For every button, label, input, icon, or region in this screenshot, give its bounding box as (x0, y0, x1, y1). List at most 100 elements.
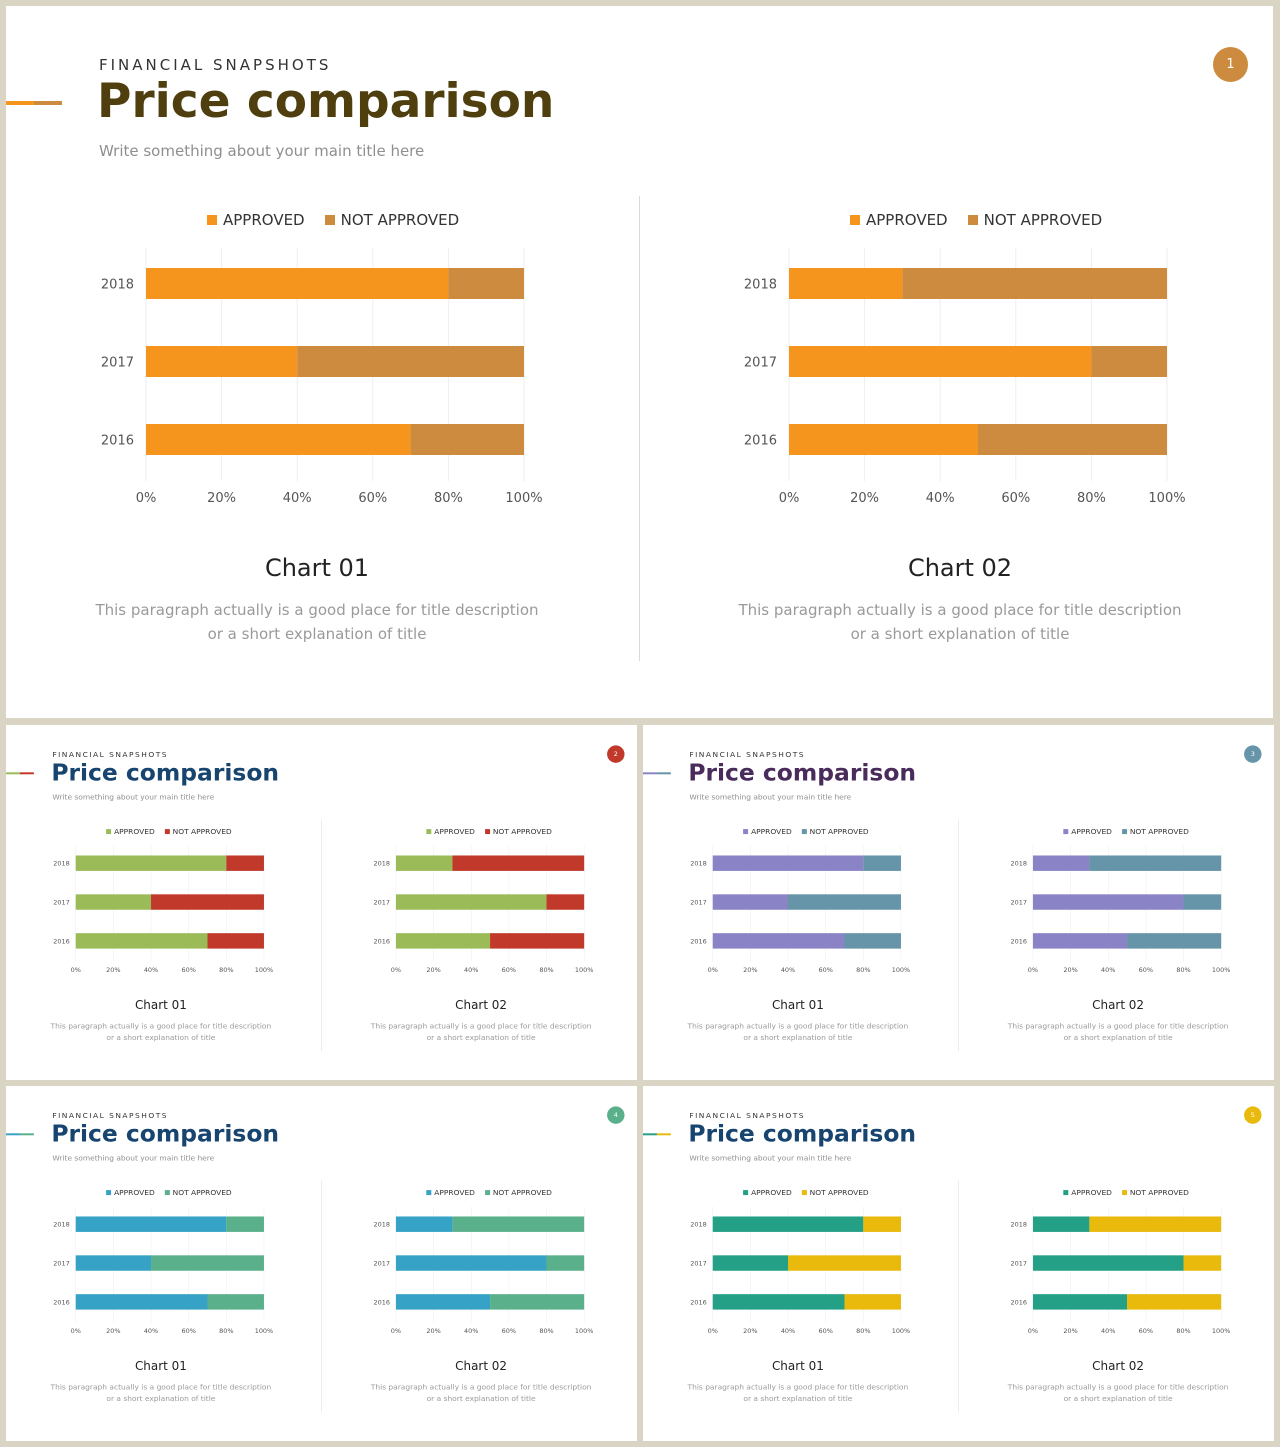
bar-not-approved (978, 424, 1167, 455)
chart-02-caption: Chart 02 (455, 997, 508, 1012)
x-tick-label: 20% (1063, 1327, 1077, 1335)
bar-not-approved (1089, 855, 1222, 871)
legend-item-not-approved: NOT APPROVED (164, 827, 232, 837)
bar-not-approved (902, 268, 1167, 299)
bar-approved (395, 1255, 547, 1271)
legend-swatch-not-approved (1121, 1190, 1127, 1196)
bar-approved (395, 894, 547, 910)
legend-swatch-approved (743, 829, 749, 835)
chart-01-plot: 0% 20% 40% 60% 80% 100% 2018 2017 2016 (690, 1206, 911, 1335)
chart-02-caption: Chart 02 (907, 554, 1013, 582)
legend-label-approved: APPROVED (434, 1188, 475, 1198)
x-tick-label: 80% (219, 966, 233, 974)
x-tick-label: 60% (1139, 1327, 1153, 1335)
chart-01-caption: Chart 01 (771, 1358, 824, 1373)
legend-swatch-approved (743, 1190, 749, 1196)
legend-item-not-approved: NOT APPROVED (164, 1188, 232, 1197)
legend-item-approved: APPROVED (1063, 1188, 1112, 1197)
bar-not-approved (1091, 346, 1167, 377)
x-tick-label: 100% (892, 1327, 911, 1335)
page-number-badge: 4 (607, 1106, 625, 1124)
x-tick-label: 60% (502, 966, 516, 974)
x-tick-label: 0% (708, 966, 718, 974)
y-tick-label: 2018 (1010, 860, 1026, 868)
x-tick-label: 0% (391, 966, 401, 974)
bar-approved (712, 855, 864, 871)
x-tick-label: 60% (818, 966, 832, 974)
x-tick-label: 40% (781, 966, 795, 974)
bar-not-approved (844, 933, 901, 949)
bar-approved (146, 424, 411, 455)
bar-approved (1032, 1216, 1090, 1232)
legend-label-not-approved: NOT APPROVED (1129, 1188, 1189, 1198)
x-tick-label: 40% (144, 966, 158, 974)
bar-approved (75, 855, 227, 871)
page-subtitle: Write something about your main title he… (99, 142, 425, 160)
legend-item-approved: APPROVED (106, 827, 155, 836)
chart-01-description: This paragraph actually is a good place … (50, 1382, 272, 1404)
chart-01-plot: 0% 20% 40% 60% 80% 100% 2018 2017 2016 (53, 845, 274, 974)
legend-label-not-approved: NOT APPROVED (340, 211, 460, 229)
bar-not-approved (448, 268, 524, 299)
x-tick-label: 0% (708, 1327, 718, 1335)
x-tick-label: 100% (892, 966, 911, 974)
x-tick-label: 100% (575, 1327, 594, 1335)
page-subtitle: Write something about your main title he… (689, 792, 852, 802)
bar-approved (1032, 894, 1184, 910)
chart-01-legend: APPROVED NOT APPROVED (743, 1188, 869, 1198)
legend-item-approved: APPROVED (207, 211, 305, 229)
x-tick-label: 0% (1028, 1327, 1038, 1335)
y-tick-label: 2017 (1010, 899, 1026, 907)
chart-01-plot: 0% 20% 40% 60% 80% 100% 2018 2017 2016 (53, 1206, 273, 1335)
legend-label-not-approved: NOT APPROVED (492, 827, 552, 837)
y-tick-label: 2018 (101, 278, 134, 293)
x-tick-label: 0% (1028, 966, 1038, 974)
y-tick-label: 2016 (744, 434, 777, 449)
legend-swatch-approved (207, 215, 217, 225)
title-accent-line (643, 772, 671, 775)
y-tick-label: 2017 (690, 899, 706, 907)
chart-02-legend: APPROVED NOT APPROVED (1063, 1188, 1189, 1198)
bar-approved (712, 933, 845, 949)
bar-not-approved (410, 424, 524, 455)
legend-label-not-approved: NOT APPROVED (492, 1188, 552, 1198)
x-tick-label: 20% (743, 966, 757, 974)
legend-swatch-not-approved (484, 1190, 490, 1196)
y-tick-label: 2018 (53, 1221, 69, 1229)
chart-01-plot: 0% 20% 40% 60% 80% 100% 2018 2017 2016 (690, 845, 911, 974)
x-tick-label: 60% (181, 966, 195, 974)
section-kicker: FINANCIAL SNAPSHOTS (52, 749, 169, 759)
x-tick-label: 60% (358, 491, 387, 506)
chart-01-legend: APPROVED NOT APPROVED (106, 827, 232, 837)
chart-02-description: This paragraph actually is a good place … (1007, 1382, 1229, 1404)
bar-not-approved (490, 933, 585, 949)
y-tick-label: 2016 (53, 1298, 69, 1306)
slide-3: FINANCIAL SNAPSHOTS Price comparison Wri… (643, 725, 1274, 1080)
legend-label-not-approved: NOT APPROVED (172, 827, 232, 837)
legend-item-not-approved: NOT APPROVED (324, 211, 460, 229)
x-tick-label: 20% (106, 966, 120, 974)
bar-not-approved (452, 1216, 585, 1232)
legend-swatch-approved (1063, 829, 1069, 835)
legend-item-not-approved: NOT APPROVED (484, 827, 552, 837)
legend-label-not-approved: NOT APPROVED (1129, 827, 1189, 837)
x-tick-label: 100% (1148, 491, 1185, 506)
x-tick-label: 40% (283, 491, 312, 506)
chart-02-description: This paragraph actually is a good place … (738, 601, 1182, 643)
y-tick-label: 2016 (690, 937, 706, 945)
x-tick-label: 0% (71, 966, 81, 974)
x-tick-label: 100% (255, 966, 274, 974)
y-tick-label: 2018 (373, 1221, 389, 1229)
legend-label-approved: APPROVED (1071, 1188, 1112, 1198)
x-tick-label: 60% (818, 1327, 832, 1335)
bar-approved (712, 1255, 789, 1271)
x-tick-label: 0% (136, 491, 157, 506)
slide-1-content: FINANCIAL SNAPSHOTS Price comparison Wri… (6, 6, 1273, 718)
legend-swatch-approved (106, 1190, 112, 1196)
x-tick-label: 40% (1101, 966, 1115, 974)
chart-divider (639, 196, 640, 661)
x-tick-label: 40% (144, 1327, 158, 1335)
legend-item-approved: APPROVED (426, 827, 475, 836)
legend-swatch-approved (1063, 1190, 1069, 1196)
x-tick-label: 0% (779, 491, 800, 506)
